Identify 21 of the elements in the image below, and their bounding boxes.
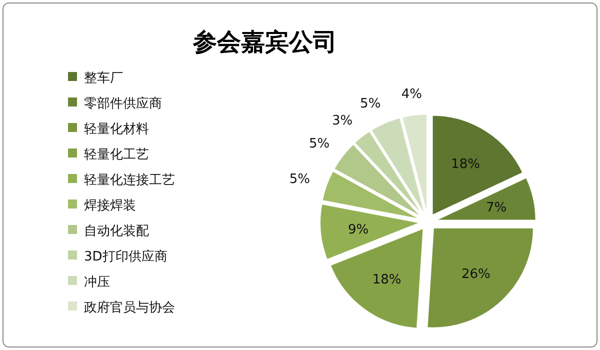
legend-label: 轻量化工艺 [84,148,149,162]
legend-label: 3D打印供应商 [84,248,168,264]
data-label: 26% [461,267,490,282]
data-label: 3% [332,113,353,128]
legend-label: 政府官员与协会 [84,300,175,316]
data-label: 18% [372,272,402,288]
legend-label: 冲压 [84,275,110,290]
legend-label: 零部件供应商 [84,96,162,112]
data-label: 7% [486,200,507,216]
legend-label: 轻量化材料 [84,122,149,137]
data-label: 18% [451,156,480,172]
chart-title: 参会嘉宾公司 [192,28,337,56]
data-label: 4% [401,87,422,102]
data-label: 9% [348,222,369,238]
legend-label: 焊接焊装 [84,198,136,214]
data-label: 5% [289,172,310,187]
legend-label: 轻量化连接工艺 [84,173,175,188]
legend-label: 整车厂 [84,71,123,86]
data-label: 5% [308,136,330,152]
legend-label: 自动化装配 [84,224,149,239]
data-label: 5% [360,96,381,112]
